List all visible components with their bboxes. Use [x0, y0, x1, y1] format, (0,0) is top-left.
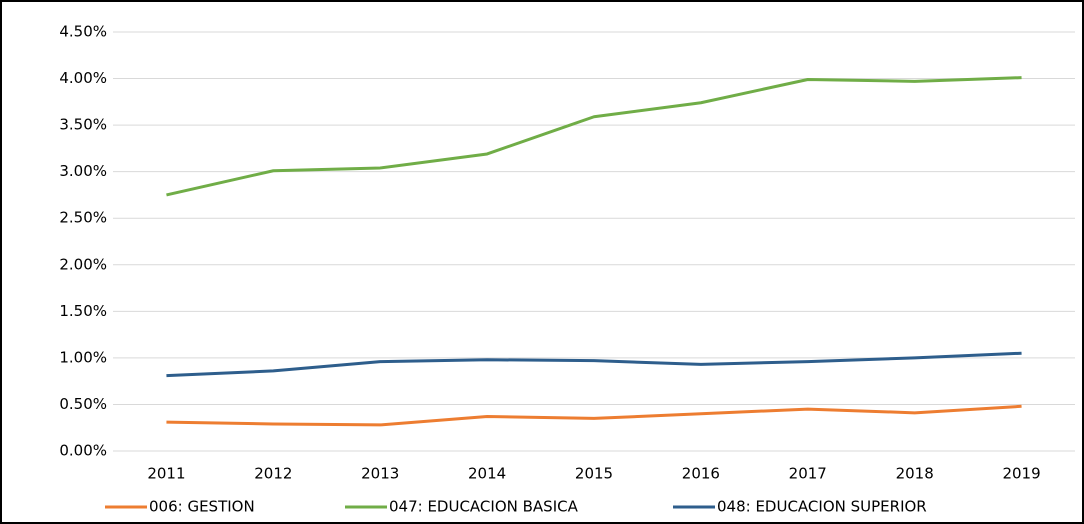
- y-tick-label: 2.00%: [59, 255, 107, 273]
- y-tick-label: 3.00%: [59, 162, 107, 180]
- series-line: [166, 404, 1022, 427]
- x-tick-label: 2013: [361, 465, 399, 483]
- series-line: [166, 76, 1022, 197]
- y-tick-label: 4.50%: [59, 23, 107, 41]
- y-tick-label: 1.50%: [59, 302, 107, 320]
- x-tick-label: 2015: [575, 465, 613, 483]
- series-line: [166, 351, 1022, 378]
- x-tick-label: 2016: [682, 465, 720, 483]
- y-tick-label: 1.00%: [59, 348, 107, 366]
- legend-label: 006: GESTION: [149, 498, 255, 516]
- y-tick-label: 0.00%: [59, 442, 107, 460]
- x-tick-label: 2012: [254, 465, 292, 483]
- y-tick-label: 0.50%: [59, 395, 107, 413]
- x-tick-label: 2018: [896, 465, 934, 483]
- y-tick-label: 4.00%: [59, 69, 107, 87]
- x-tick-label: 2019: [1002, 465, 1040, 483]
- y-tick-label: 2.50%: [59, 209, 107, 227]
- y-tick-label: 3.50%: [59, 116, 107, 134]
- x-tick-label: 2014: [468, 465, 506, 483]
- legend-label: 048: EDUCACION SUPERIOR: [717, 498, 927, 516]
- legend-label: 047: EDUCACION BASICA: [389, 498, 579, 516]
- x-tick-label: 2011: [147, 465, 185, 483]
- x-tick-label: 2017: [789, 465, 827, 483]
